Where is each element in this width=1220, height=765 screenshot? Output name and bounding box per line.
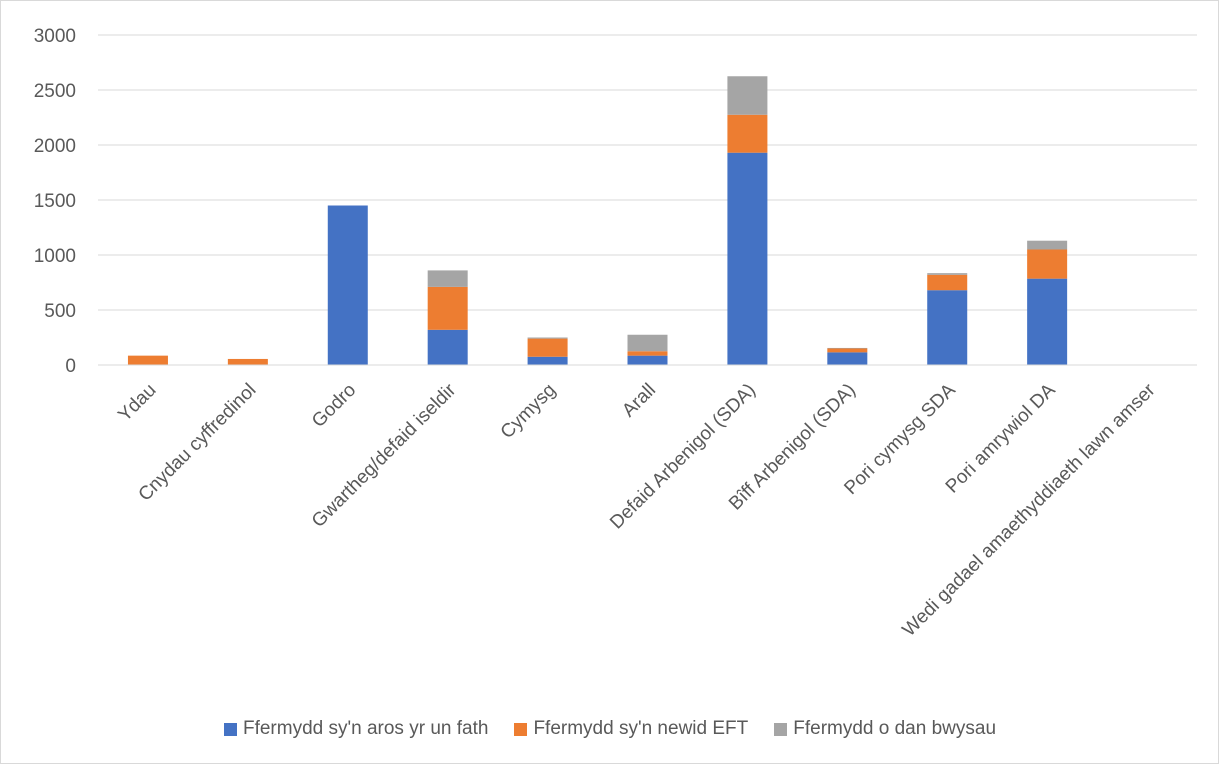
- legend-label: Ffermydd sy'n aros yr un fath: [242, 718, 489, 739]
- bar-segment-2: [427, 286, 468, 330]
- y-tick-label: 500: [44, 301, 76, 322]
- bar-segment-2: [627, 351, 668, 356]
- y-axis-tick-labels: 0 500 1000 1500 2000 2500 3000: [34, 26, 76, 377]
- y-tick-label: 2500: [34, 81, 76, 102]
- legend-swatch: [774, 722, 788, 736]
- y-tick-label: 1000: [34, 246, 76, 267]
- bar-segment-2: [527, 338, 568, 357]
- legend-item: Ffermydd sy'n aros yr un fath: [223, 718, 489, 740]
- legend-swatch: [514, 722, 528, 736]
- legend-item: Ffermydd o dan bwysau: [774, 718, 996, 740]
- bar-segment-3: [527, 337, 568, 339]
- bar-segment-1: [827, 352, 868, 365]
- legend-label: Ffermydd o dan bwysau: [793, 718, 997, 739]
- bar-segment-3: [1027, 240, 1068, 250]
- x-category-label: Cymysg: [497, 380, 560, 443]
- bar-segment-2: [727, 114, 768, 153]
- x-category-label: Pori amrywiol DA: [942, 379, 1060, 497]
- bar-segment-1: [627, 355, 668, 365]
- bar-segment-3: [727, 76, 768, 115]
- x-category-label: Arall: [618, 380, 660, 422]
- bar-segment-1: [527, 356, 568, 365]
- bar-segment-1: [1027, 278, 1068, 365]
- bars: [127, 76, 1068, 365]
- bar-segment-2: [927, 274, 968, 291]
- y-tick-label: 2000: [34, 136, 76, 157]
- bar-segment-3: [627, 334, 668, 352]
- legend-label: Ffermydd sy'n newid EFT: [533, 718, 749, 739]
- bar-segment-2: [227, 358, 268, 365]
- y-tick-label: 3000: [34, 26, 76, 47]
- y-tick-label: 1500: [34, 191, 76, 212]
- legend-swatch: [223, 722, 237, 736]
- bar-segment-1: [727, 152, 768, 365]
- gridlines: [98, 34, 1197, 311]
- bar-segment-2: [827, 348, 868, 353]
- bar-segment-1: [327, 205, 368, 365]
- y-tick-label: 0: [65, 356, 76, 377]
- bar-segment-1: [927, 290, 968, 365]
- legend: Ffermydd sy'n aros yr un fath Ffermydd sy…: [0, 718, 1220, 740]
- bar-segment-2: [1027, 249, 1068, 279]
- bar-segment-3: [827, 347, 868, 349]
- x-category-label: Godro: [308, 380, 360, 432]
- x-category-label: Ydau: [114, 380, 160, 426]
- bar-segment-3: [427, 270, 468, 287]
- bar-segment-3: [927, 273, 968, 275]
- bar-segment-1: [427, 329, 468, 365]
- legend-item: Ffermydd sy'n newid EFT: [514, 718, 748, 740]
- bar-segment-2: [127, 355, 168, 365]
